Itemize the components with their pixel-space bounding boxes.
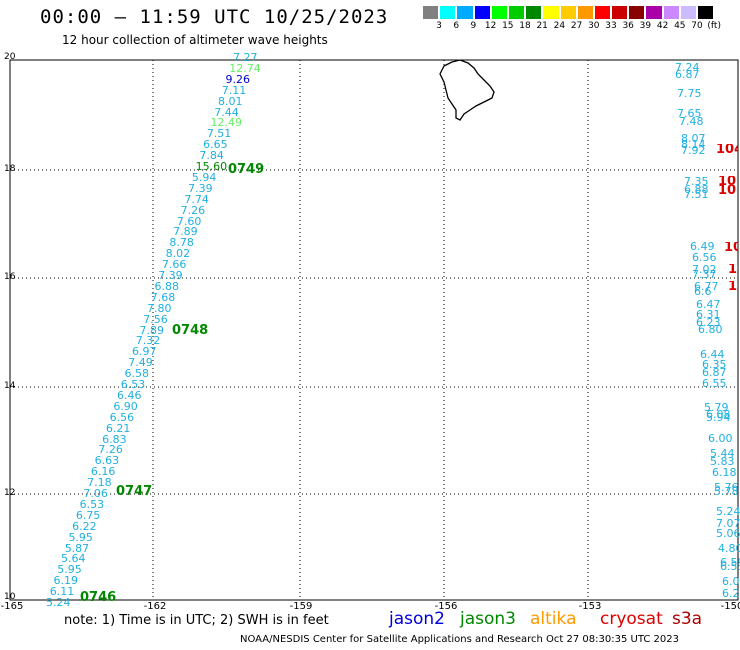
wave-height-value: 5.06 bbox=[716, 528, 740, 539]
longitude-tick-label: -159 bbox=[290, 601, 313, 612]
pass-time-label: 0747 bbox=[116, 485, 152, 498]
longitude-tick-label: -162 bbox=[144, 601, 167, 612]
lat-lon-grid bbox=[10, 60, 738, 600]
latitude-tick-label: 20 bbox=[4, 52, 15, 62]
wave-height-value: 7.92 bbox=[681, 145, 706, 156]
map-frame bbox=[10, 60, 738, 600]
wave-height-value: 4.80 bbox=[718, 543, 740, 554]
island-hawaii-outline bbox=[440, 60, 494, 120]
wave-height-value: 6.0 bbox=[722, 576, 740, 587]
pass-time-label: 0749 bbox=[228, 163, 264, 176]
footer-credit: NOAA/NESDIS Center for Satellite Applica… bbox=[240, 634, 679, 645]
wave-height-value-clipped: 10 bbox=[718, 185, 736, 196]
wave-height-value: 5.24 bbox=[46, 597, 71, 608]
wave-height-value: 6.55 bbox=[702, 378, 727, 389]
latitude-tick-label: 16 bbox=[4, 272, 15, 282]
wave-height-value-clipped: 10 bbox=[728, 281, 738, 292]
wave-height-value: 6.56 bbox=[692, 252, 717, 263]
wave-height-value: 5.24 bbox=[716, 506, 740, 517]
mission-label-jason3: jason3 bbox=[460, 609, 516, 629]
longitude-tick-label: -153 bbox=[579, 601, 602, 612]
latitude-tick-label: 14 bbox=[4, 381, 15, 391]
wave-height-value: 7.48 bbox=[679, 116, 704, 127]
wave-height-value: 6.18 bbox=[712, 467, 737, 478]
wave-height-value: 6.51 bbox=[720, 561, 740, 572]
wave-height-value: 7.37 bbox=[692, 269, 717, 280]
wave-height-value-clipped: 10 bbox=[724, 242, 738, 253]
wave-height-value: 6.21 bbox=[106, 423, 131, 434]
wave-height-value-clipped: 104 bbox=[716, 144, 738, 155]
wave-height-value: 7.56 bbox=[143, 314, 168, 325]
wave-height-value: 5.78 bbox=[714, 486, 739, 497]
wave-height-value: 6.6 bbox=[694, 286, 712, 297]
wave-height-value: 7.75 bbox=[677, 88, 702, 99]
wave-height-value: 6.87 bbox=[675, 69, 700, 80]
latitude-tick-label: 12 bbox=[4, 488, 15, 498]
mission-label-s3a: s3a bbox=[672, 609, 702, 629]
wave-height-value: 6.80 bbox=[698, 324, 723, 335]
wave-height-value: 8.01 bbox=[218, 96, 243, 107]
pass-time-label: 0746 bbox=[80, 591, 116, 604]
wave-height-value-clipped: 10 bbox=[728, 264, 738, 275]
mission-label-altika: altika bbox=[530, 609, 577, 629]
mission-label-jason2: jason2 bbox=[389, 609, 445, 629]
wave-height-value: 7.51 bbox=[684, 189, 709, 200]
units-note: note: 1) Time is in UTC; 2) SWH is in fe… bbox=[64, 613, 329, 628]
wave-height-value: 6.2 bbox=[722, 588, 740, 599]
longitude-tick-label: -165 bbox=[1, 601, 24, 612]
latitude-tick-label: 18 bbox=[4, 164, 15, 174]
wave-height-value: 5.95 bbox=[68, 532, 93, 543]
pass-time-label: 0748 bbox=[172, 324, 208, 337]
mission-label-cryosat: cryosat bbox=[600, 609, 663, 629]
wave-height-value: 5.94 bbox=[706, 412, 731, 423]
longitude-tick-label: -150 bbox=[721, 601, 740, 612]
wave-height-value: 7.26 bbox=[181, 205, 206, 216]
wave-height-value: 6.00 bbox=[708, 433, 733, 444]
